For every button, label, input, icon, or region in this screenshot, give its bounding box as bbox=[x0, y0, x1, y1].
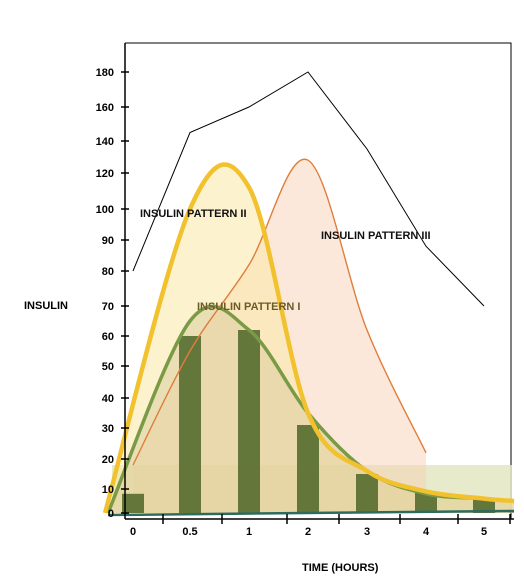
y-tick-label-50: 50 bbox=[102, 361, 114, 373]
y-tick-label-180: 180 bbox=[96, 67, 114, 79]
y-tick-label-90: 90 bbox=[102, 235, 114, 247]
bar-1 bbox=[238, 330, 260, 513]
y-tick-label-20: 20 bbox=[102, 454, 114, 466]
y-tick-label-100: 100 bbox=[96, 204, 114, 216]
x-axis-title: TIME (HOURS) bbox=[302, 562, 379, 574]
x-tick-label-0.5: 0.5 bbox=[182, 526, 197, 538]
series-label-pattern-i: INSULIN PATTERN I bbox=[197, 301, 300, 313]
y-tick-label-10: 10 bbox=[102, 484, 114, 496]
y-tick-label-160: 160 bbox=[96, 102, 114, 114]
bar-5 bbox=[473, 498, 495, 513]
y-axis-title: INSULIN bbox=[24, 300, 68, 312]
y-tick-label-140: 140 bbox=[96, 136, 114, 148]
bar-3 bbox=[356, 474, 378, 513]
baseline-line bbox=[107, 509, 515, 517]
bar-4 bbox=[415, 491, 437, 513]
line-pattern-ii bbox=[102, 162, 515, 514]
line-pattern-iii bbox=[132, 158, 427, 466]
y-tick-label-30: 30 bbox=[102, 423, 114, 435]
x-tick-label-2: 2 bbox=[305, 526, 311, 538]
y-tick-label-70: 70 bbox=[102, 301, 114, 313]
upper-line bbox=[132, 71, 485, 307]
x-tick-label-1: 1 bbox=[246, 526, 252, 538]
chart-frame bbox=[125, 42, 512, 519]
x-tick-label-5: 5 bbox=[481, 526, 487, 538]
bar-0.5 bbox=[179, 336, 201, 513]
series-label-pattern-ii: INSULIN PATTERN II bbox=[140, 208, 247, 220]
y-tick-label-80: 80 bbox=[102, 266, 114, 278]
y-tick-label-40: 40 bbox=[102, 393, 114, 405]
area-pattern-i bbox=[108, 306, 514, 513]
bar-0 bbox=[122, 493, 144, 513]
x-tick-label-4: 4 bbox=[423, 526, 430, 538]
series-label-pattern-iii: INSULIN PATTERN III bbox=[321, 230, 431, 242]
x-tick-label-3: 3 bbox=[364, 526, 370, 538]
x-tick-label-0: 0 bbox=[130, 526, 136, 538]
y-tick-label-0: 0 bbox=[108, 508, 114, 520]
bar-2 bbox=[297, 425, 319, 513]
y-tick-label-60: 60 bbox=[102, 331, 114, 343]
y-tick-label-120: 120 bbox=[96, 168, 114, 180]
